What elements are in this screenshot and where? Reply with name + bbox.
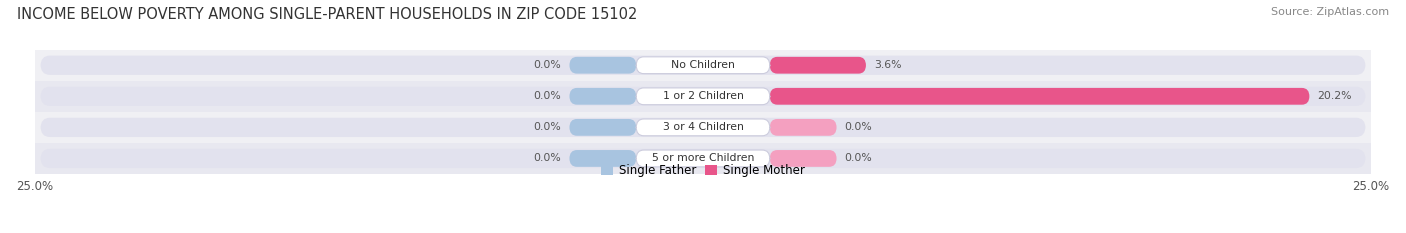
Text: 20.2%: 20.2% bbox=[1317, 91, 1353, 101]
Text: 0.0%: 0.0% bbox=[534, 91, 561, 101]
FancyBboxPatch shape bbox=[569, 119, 636, 136]
FancyBboxPatch shape bbox=[636, 150, 769, 167]
Text: 0.0%: 0.0% bbox=[534, 60, 561, 70]
Text: 1 or 2 Children: 1 or 2 Children bbox=[662, 91, 744, 101]
FancyBboxPatch shape bbox=[41, 56, 1365, 75]
Bar bbox=[35, 81, 1371, 112]
Bar bbox=[35, 143, 1371, 174]
FancyBboxPatch shape bbox=[769, 57, 866, 74]
Bar bbox=[35, 112, 1371, 143]
FancyBboxPatch shape bbox=[636, 88, 769, 105]
Text: 0.0%: 0.0% bbox=[534, 154, 561, 163]
Text: 0.0%: 0.0% bbox=[534, 122, 561, 132]
FancyBboxPatch shape bbox=[41, 149, 1365, 168]
Bar bbox=[35, 50, 1371, 81]
Text: Source: ZipAtlas.com: Source: ZipAtlas.com bbox=[1271, 7, 1389, 17]
FancyBboxPatch shape bbox=[569, 88, 636, 105]
Text: No Children: No Children bbox=[671, 60, 735, 70]
Text: 0.0%: 0.0% bbox=[845, 122, 872, 132]
FancyBboxPatch shape bbox=[636, 57, 769, 74]
FancyBboxPatch shape bbox=[769, 119, 837, 136]
Text: 3 or 4 Children: 3 or 4 Children bbox=[662, 122, 744, 132]
Legend: Single Father, Single Mother: Single Father, Single Mother bbox=[596, 159, 810, 182]
FancyBboxPatch shape bbox=[636, 119, 769, 136]
FancyBboxPatch shape bbox=[769, 150, 837, 167]
FancyBboxPatch shape bbox=[41, 87, 1365, 106]
FancyBboxPatch shape bbox=[41, 118, 1365, 137]
FancyBboxPatch shape bbox=[769, 88, 1309, 105]
Text: 0.0%: 0.0% bbox=[845, 154, 872, 163]
Text: 3.6%: 3.6% bbox=[875, 60, 901, 70]
FancyBboxPatch shape bbox=[569, 150, 636, 167]
Text: INCOME BELOW POVERTY AMONG SINGLE-PARENT HOUSEHOLDS IN ZIP CODE 15102: INCOME BELOW POVERTY AMONG SINGLE-PARENT… bbox=[17, 7, 637, 22]
Text: 5 or more Children: 5 or more Children bbox=[652, 154, 754, 163]
FancyBboxPatch shape bbox=[569, 57, 636, 74]
